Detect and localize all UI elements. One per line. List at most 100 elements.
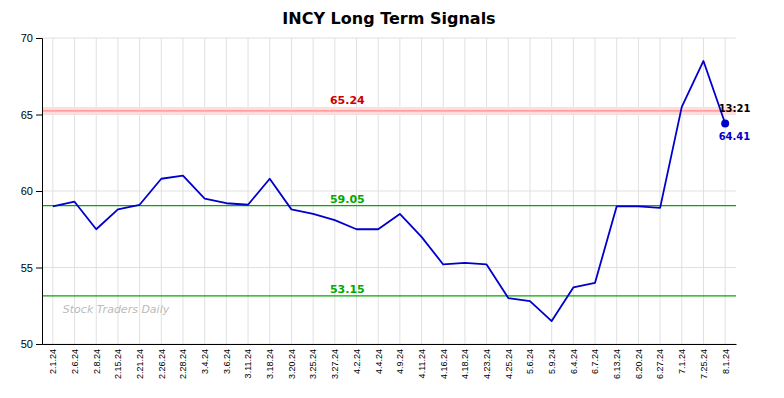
grid-line-x <box>725 38 726 344</box>
x-tick-label: 3.25.24 <box>308 349 318 379</box>
y-tick: 55 <box>21 262 42 274</box>
y-tick: 65 <box>21 109 42 121</box>
chart: INCY Long Term Signals 2.1.24 2.6.24 2.8.24… <box>0 0 784 398</box>
x-tick: 5.9.24 <box>547 344 557 374</box>
grid-line-x <box>638 38 639 344</box>
x-tick-label: 4.2.24 <box>352 349 362 374</box>
grid-line-x <box>291 38 292 344</box>
grid-line-x <box>356 38 357 344</box>
grid-line-y <box>42 38 736 39</box>
x-tick: 2.6.24 <box>70 344 80 374</box>
x-tick: 4.9.24 <box>395 344 405 374</box>
x-tick-label: 7.1.24 <box>677 349 687 374</box>
y-tick-label: 50 <box>21 338 33 350</box>
x-tick: 4.16.24 <box>439 344 449 379</box>
x-tick: 2.15.24 <box>113 344 123 379</box>
grid-line-x <box>595 38 596 344</box>
x-tick-label: 6.4.24 <box>569 349 579 374</box>
x-tick-label: 2.1.24 <box>48 349 58 374</box>
hline <box>42 295 736 296</box>
x-tick: 3.25.24 <box>308 344 318 379</box>
hline-label: 59.05 <box>330 193 365 206</box>
y-tick-mark <box>36 38 42 39</box>
x-tick: 4.23.24 <box>482 344 492 379</box>
x-tick-label: 3.11.24 <box>243 349 253 378</box>
plot: 2.1.24 2.6.24 2.8.24 2.15.24 2.21.24 2.26.24 2… <box>21 32 751 379</box>
x-tick: 7.25.24 <box>699 344 709 379</box>
x-tick-label: 4.18.24 <box>460 349 470 379</box>
x-tick: 4.2.24 <box>352 344 362 374</box>
x-tick: 3.18.24 <box>265 344 275 379</box>
x-tick-label: 7.25.24 <box>699 349 709 379</box>
x-tick-label: 4.23.24 <box>482 349 492 379</box>
x-tick: 8.1.24 <box>721 344 731 374</box>
x-tick: 2.21.24 <box>135 344 145 379</box>
y-tick-label: 55 <box>21 262 33 274</box>
x-tick-label: 4.25.24 <box>504 349 514 379</box>
x-tick: 2.1.24 <box>48 344 58 374</box>
annotation: 13:21 <box>719 103 751 114</box>
x-tick: 7.1.24 <box>677 344 687 374</box>
x-tick: 6.27.24 <box>655 344 665 379</box>
grid-line-x <box>117 38 118 344</box>
grid <box>42 38 736 344</box>
x-tick: 3.27.24 <box>330 344 340 379</box>
x-tick: 4.4.24 <box>374 344 384 374</box>
y-tick-mark <box>36 191 42 192</box>
x-tick-label: 4.16.24 <box>439 349 449 379</box>
grid-line-x <box>421 38 422 344</box>
y-tick: 70 <box>21 32 42 44</box>
price-line <box>53 61 725 321</box>
grid-line-x <box>378 38 379 344</box>
grid-line-x <box>161 38 162 344</box>
last-point <box>721 120 729 128</box>
grid-line-x <box>681 38 682 344</box>
x-tick-label: 2.8.24 <box>92 349 102 374</box>
grid-line-x <box>573 38 574 344</box>
y-tick-label: 70 <box>21 32 33 44</box>
x-tick-label: 3.18.24 <box>265 349 275 379</box>
x-tick-label: 2.26.24 <box>157 349 167 379</box>
marks <box>42 61 736 321</box>
grid-line-x <box>443 38 444 344</box>
texts: 65.2459.0553.1513:2164.41Stock Traders D… <box>63 94 751 316</box>
grid-line-x <box>269 38 270 344</box>
watermark: Stock Traders Daily <box>63 303 170 316</box>
x-tick-label: 2.21.24 <box>135 349 145 379</box>
y-tick: 50 <box>21 338 42 350</box>
title: INCY Long Term Signals <box>282 9 495 28</box>
grid-line-x <box>486 38 487 344</box>
x-tick-label: 3.20.24 <box>287 349 297 379</box>
y-tick-label: 65 <box>21 109 33 121</box>
x-tick-label: 8.1.24 <box>721 349 731 374</box>
x-tick: 4.18.24 <box>460 344 470 379</box>
x-tick-label: 6.20.24 <box>634 349 644 379</box>
band <box>42 107 736 115</box>
x-tick: 3.11.24 <box>243 344 253 378</box>
grid-line-x <box>248 38 249 344</box>
x-tick: 6.20.24 <box>634 344 644 379</box>
x-tick: 2.28.24 <box>178 344 188 379</box>
grid-line-x <box>660 38 661 344</box>
hline-label: 65.24 <box>330 94 365 107</box>
grid-line-x <box>139 38 140 344</box>
grid-line-x <box>182 38 183 344</box>
x-tick-label: 4.4.24 <box>374 349 384 374</box>
x-tick: 4.11.24 <box>417 344 427 378</box>
grid-line-x <box>399 38 400 344</box>
x-tick-label: 6.13.24 <box>612 349 622 379</box>
x-tick-label: 3.6.24 <box>222 349 232 374</box>
x-tick: 5.6.24 <box>525 344 535 374</box>
grid-line-x <box>204 38 205 344</box>
x-tick: 2.26.24 <box>157 344 167 379</box>
x-tick-label: 2.28.24 <box>178 349 188 379</box>
x-tick: 3.20.24 <box>287 344 297 379</box>
grid-line-x <box>529 38 530 344</box>
x-tick-label: 4.9.24 <box>395 349 405 374</box>
x-tick-label: 5.9.24 <box>547 349 557 374</box>
annotation: 64.41 <box>719 131 751 142</box>
x-tick: 6.7.24 <box>590 344 600 374</box>
x-tick-label: 2.15.24 <box>113 349 123 379</box>
grid-line-x <box>334 38 335 344</box>
grid-line-x <box>74 38 75 344</box>
